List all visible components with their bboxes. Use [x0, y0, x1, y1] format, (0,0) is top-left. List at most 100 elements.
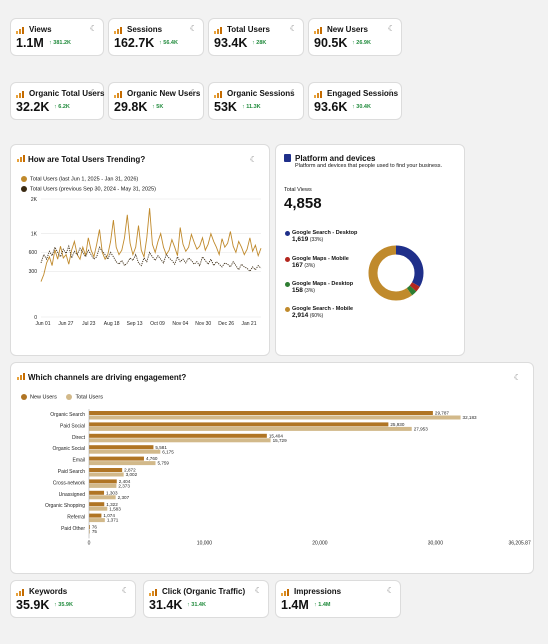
- bar-chart-icon: [114, 91, 124, 98]
- platform-item: Google Search - Desktop 1,619 (33%): [285, 230, 365, 243]
- platform-item: Google Maps - Mobile 167 (3%): [285, 256, 365, 269]
- bar-new-users: [89, 411, 433, 415]
- bar-total-users: [89, 415, 461, 420]
- series-previous-line: [40, 244, 262, 273]
- legend-current: Total Users (last Jun 1, 2025 - Jan 31, …: [21, 176, 138, 182]
- more-options-icon[interactable]: ☾: [189, 88, 197, 97]
- bar-chart-icon: [16, 27, 26, 34]
- platform-item-dot: [285, 282, 290, 287]
- x-tick-label: Dec 26: [218, 321, 234, 327]
- kpi-label: Click (Organic Traffic): [162, 587, 246, 596]
- more-options-icon[interactable]: ☾: [289, 24, 297, 33]
- more-options-icon[interactable]: ☾: [513, 373, 521, 382]
- x-tick-label: 10,000: [197, 540, 213, 546]
- bar-total-users: [89, 483, 117, 488]
- more-options-icon[interactable]: ☾: [386, 586, 394, 595]
- bar-value-label: 2,373: [118, 484, 130, 489]
- kpi-label: Views: [29, 25, 52, 34]
- bar-new-users: [89, 490, 105, 495]
- bar-value-label: 75: [92, 529, 98, 534]
- kpi-card: Organic New Users ☾ 29.8K ↑ 5K: [108, 82, 204, 120]
- bar-total-users: [89, 518, 105, 523]
- bar-value-label: 1,371: [107, 518, 119, 523]
- bar-value-label: 4,760: [146, 456, 158, 461]
- bar-new-users: [89, 479, 117, 484]
- x-tick-label: Nov 30: [195, 321, 211, 327]
- more-options-icon[interactable]: ☾: [89, 88, 97, 97]
- bar-value-label: 5,581: [155, 445, 167, 450]
- category-label: Unassigned: [59, 492, 86, 498]
- bar-new-users: [89, 422, 389, 427]
- bar-chart-icon: [16, 589, 26, 596]
- kpi-card: Organic Total Users ☾ 32.2K ↑ 6.2K: [10, 82, 104, 120]
- platform-item: Google Maps - Desktop 158 (3%): [285, 281, 365, 294]
- platform-item-dot: [285, 307, 290, 312]
- kpi-value: 29.8K: [114, 100, 148, 114]
- platform-item-name: Google Search - Mobile: [292, 306, 354, 312]
- donut-slice: [368, 245, 424, 301]
- bar-chart-icon: [114, 27, 124, 34]
- bar-value-label: 2,307: [118, 495, 130, 500]
- x-tick-label: Jun 01: [35, 321, 50, 327]
- more-options-icon[interactable]: ☾: [254, 586, 262, 595]
- legend-current-label: Total Users (last Jun 1, 2025 - Jan 31, …: [30, 176, 139, 183]
- bar-chart-icon: [314, 91, 324, 98]
- channels-legend: New Users Total Users: [21, 394, 103, 400]
- platform-item-value: 158: [292, 287, 303, 294]
- kpi-card: Impressions ☾ 1.4M ↑ 1.4M: [275, 580, 401, 618]
- y-tick-label: 0: [34, 315, 37, 321]
- kpi-delta: ↑ 6.2K: [54, 104, 70, 110]
- bar-total-users: [89, 472, 124, 477]
- more-options-icon[interactable]: ☾: [89, 24, 97, 33]
- bar-total-users: [89, 495, 116, 500]
- more-options-icon[interactable]: ☾: [189, 24, 197, 33]
- kpi-card: Sessions ☾ 162.7K ↑ 56.4K: [108, 18, 204, 56]
- more-options-icon[interactable]: ☾: [249, 155, 257, 164]
- kpi-value: 93.4K: [214, 36, 248, 50]
- kpi-value: 32.2K: [16, 100, 50, 114]
- category-label: Email: [72, 458, 85, 464]
- platform-item-value: 1,619: [292, 236, 309, 243]
- kpi-label: Impressions: [294, 587, 342, 596]
- category-label: Paid Other: [61, 526, 85, 532]
- platform-title: Platform and devices: [295, 154, 376, 163]
- trend-title: How are Total Users Trending?: [28, 155, 146, 164]
- bar-chart-icon: [214, 27, 224, 34]
- channels-bar-chart: Organic Search 29,787 32,183 Paid Social 25,…: [45, 409, 531, 546]
- platform-item: Google Search - Mobile 2,914 (60%): [285, 306, 365, 319]
- channels-card: Which channels are driving engagement? ☾…: [10, 362, 534, 574]
- kpi-delta: ↑ 35.9K: [54, 602, 73, 608]
- bar-chart-icon: [17, 155, 27, 162]
- more-options-icon[interactable]: ☾: [121, 586, 129, 595]
- kpi-value: 35.9K: [16, 598, 50, 612]
- bar-total-users: [89, 426, 412, 431]
- kpi-delta: ↑ 381.2K: [49, 40, 72, 46]
- kpi-card: Keywords ☾ 35.9K ↑ 35.9K: [10, 580, 136, 618]
- platform-item-name: Google Maps - Desktop: [292, 281, 354, 287]
- category-label: Referral: [67, 515, 85, 521]
- bar-new-users: [89, 513, 102, 518]
- x-tick-label: Oct 09: [150, 321, 165, 327]
- platform-item-pct: (33%): [309, 237, 324, 243]
- bar-chart-icon: [149, 589, 159, 596]
- bar-value-label: 32,183: [463, 415, 477, 420]
- bar-value-label: 2,404: [119, 479, 131, 484]
- more-options-icon[interactable]: ☾: [387, 88, 395, 97]
- bar-chart-icon: [16, 91, 26, 98]
- more-options-icon[interactable]: ☾: [387, 24, 395, 33]
- y-tick-label: 1K: [31, 231, 38, 237]
- more-options-icon[interactable]: ☾: [289, 88, 297, 97]
- bar-new-users: [89, 468, 123, 472]
- kpi-label: Sessions: [127, 25, 163, 34]
- bar-value-label: 25,930: [390, 422, 404, 427]
- category-label: Direct: [72, 435, 86, 441]
- kpi-card: Total Users ☾ 93.4K ↑ 28K: [208, 18, 304, 56]
- bar-total-users: [89, 529, 90, 534]
- y-tick-label: 600: [29, 250, 38, 256]
- channels-title: Which channels are driving engagement?: [28, 373, 187, 382]
- kpi-delta: ↑ 56.4K: [159, 40, 178, 46]
- legend-new-label: New Users: [30, 394, 57, 401]
- category-label: Cross-network: [53, 480, 86, 486]
- x-tick-label: 0: [88, 540, 91, 546]
